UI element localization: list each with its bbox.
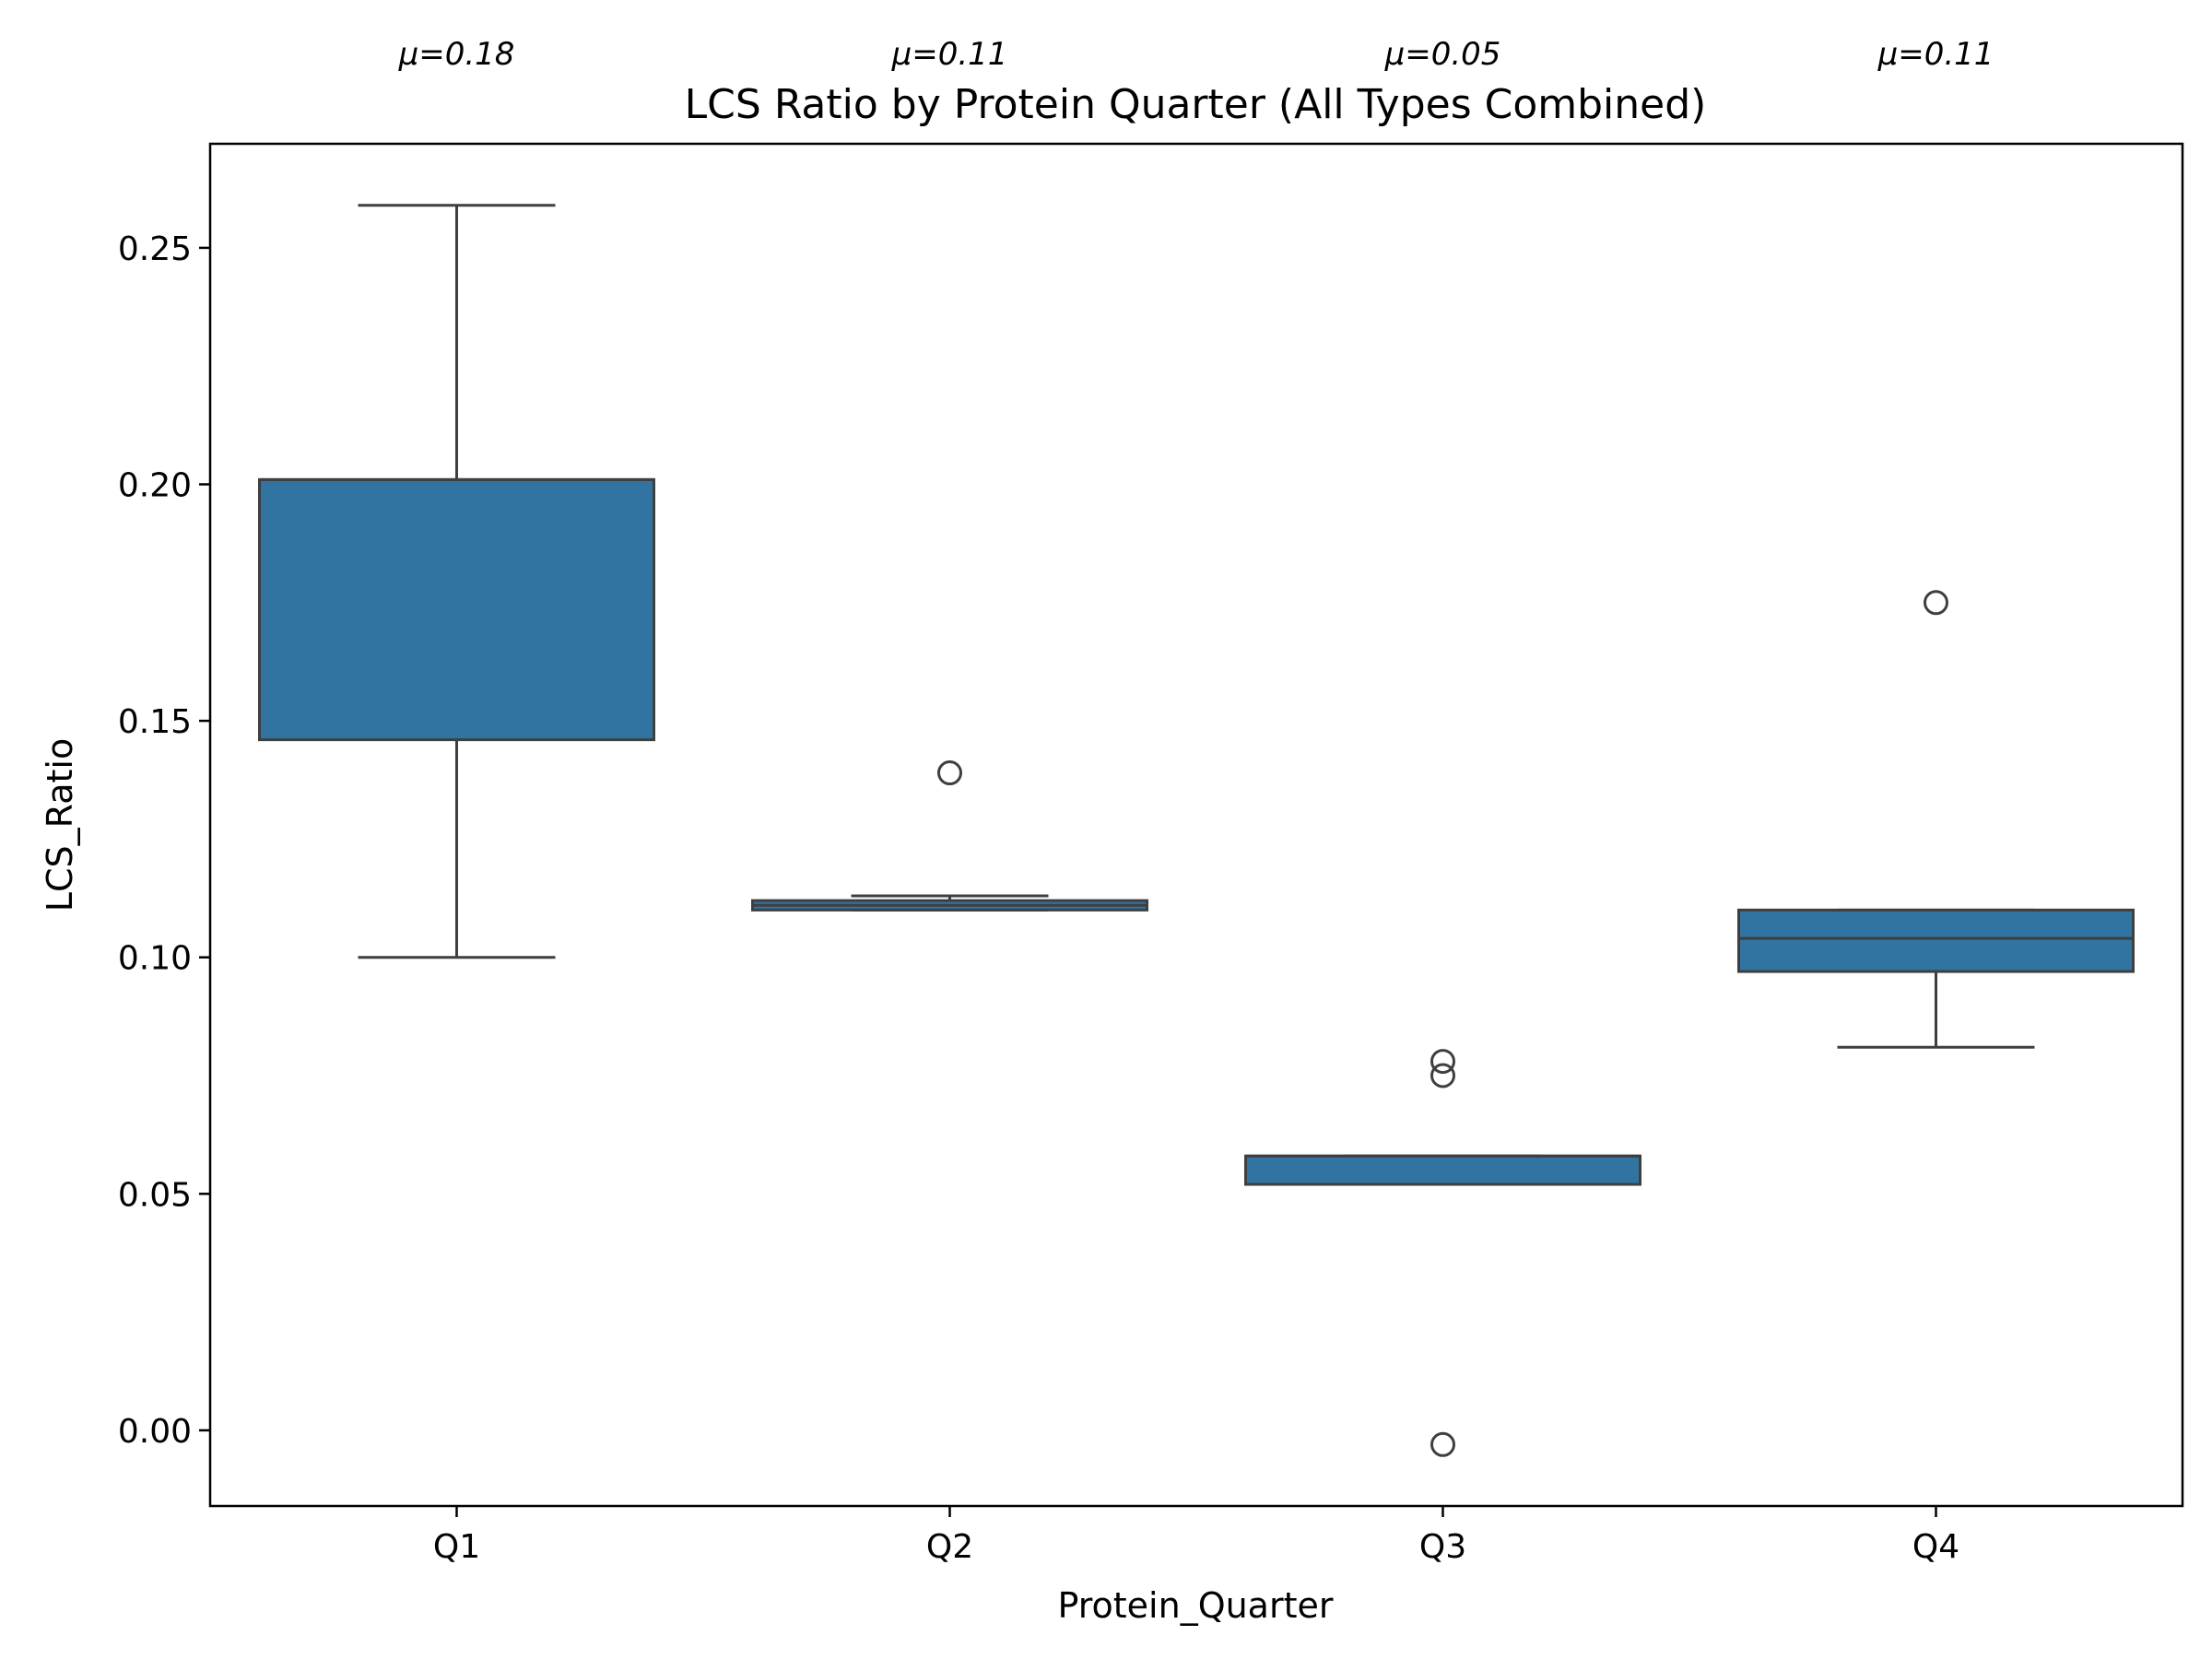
- mean-annotation: μ=0.11: [1877, 36, 1994, 73]
- box-q3: [1244, 1049, 1641, 1457]
- y-tick-label: 0.25: [118, 230, 192, 268]
- x-axis: Q1 Q2 Q3 Q4: [433, 1506, 1959, 1566]
- iqr-box: [1737, 908, 2135, 973]
- iqr-box: [258, 477, 655, 742]
- y-tick-label: 0.15: [118, 703, 192, 741]
- x-tick-label: Q1: [433, 1528, 480, 1566]
- y-axis: 0.00 0.05 0.10 0.15 0.20 0.25: [118, 230, 210, 1451]
- y-tick-label: 0.20: [118, 467, 192, 505]
- box-q1: [258, 204, 655, 959]
- y-tick-label: 0.05: [118, 1176, 192, 1214]
- outlier-point: [1430, 1049, 1455, 1075]
- chart-title: LCS Ratio by Protein Quarter (All Types …: [685, 81, 1707, 128]
- x-tick-label: Q3: [1419, 1528, 1466, 1566]
- outlier-point: [1430, 1063, 1455, 1088]
- y-tick-label: 0.00: [118, 1413, 192, 1451]
- mean-annotation: μ=0.18: [398, 36, 515, 73]
- iqr-box: [1244, 1154, 1641, 1186]
- y-axis-label: LCS_Ratio: [40, 738, 80, 912]
- box-q4: [1737, 590, 2135, 1049]
- x-tick-label: Q4: [1912, 1528, 1959, 1566]
- y-tick-label: 0.10: [118, 940, 192, 978]
- outlier-point: [1924, 590, 1948, 616]
- mean-annotation: μ=0.11: [891, 36, 1008, 73]
- plot-frame: [208, 142, 2184, 1508]
- outlier-point: [1430, 1431, 1455, 1457]
- x-tick-label: Q2: [926, 1528, 973, 1566]
- plot-area: [258, 204, 2135, 1457]
- mean-annotation: μ=0.05: [1384, 36, 1501, 73]
- x-axis-label: Protein_Quarter: [1057, 1585, 1333, 1626]
- box-q2: [751, 760, 1148, 912]
- outlier-point: [937, 760, 962, 786]
- mean-annotations: μ=0.18 μ=0.11 μ=0.05 μ=0.11: [398, 36, 1994, 73]
